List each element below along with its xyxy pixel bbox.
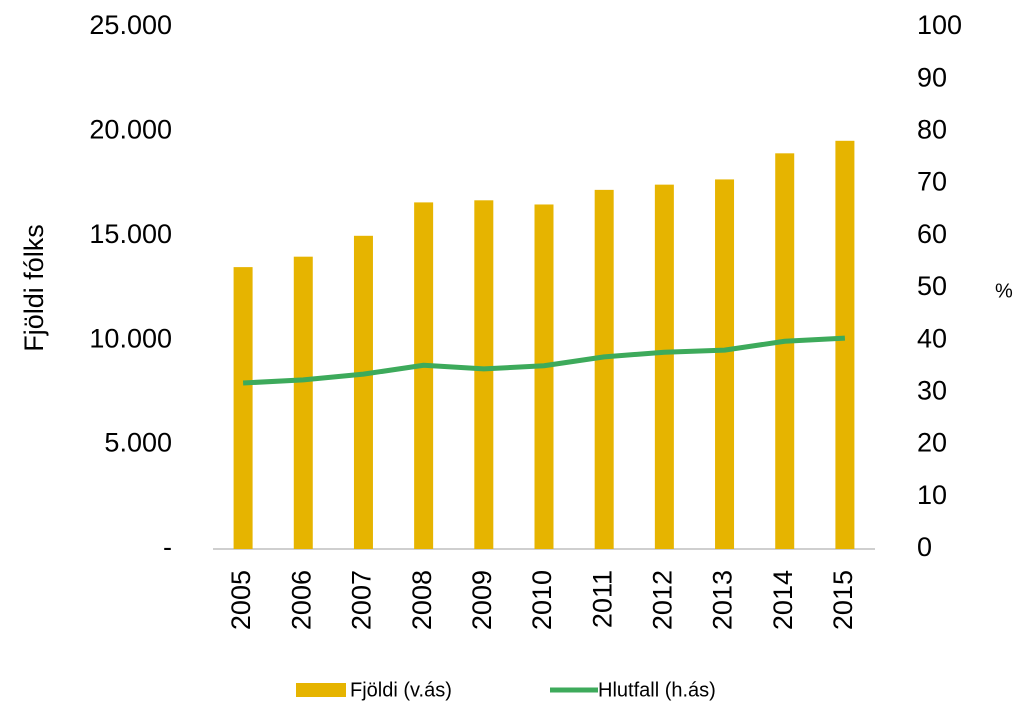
y2-tick-label: 100 [917, 10, 962, 40]
bar [594, 189, 614, 549]
y-tick-label: 10.000 [89, 323, 172, 353]
x-tick-label: 2014 [768, 570, 798, 630]
y-tick-label: 15.000 [89, 219, 172, 249]
bar [474, 200, 494, 549]
y-tick-label: - [163, 532, 172, 562]
bar [293, 256, 313, 549]
y2-tick-label: 80 [917, 115, 947, 145]
bar [775, 153, 795, 549]
y-tick-label: 25.000 [89, 10, 172, 40]
y-axis-title: Fjöldi fólks [19, 224, 49, 352]
x-tick-label: 2007 [347, 570, 377, 630]
y-tick-label: 20.000 [89, 115, 172, 145]
x-tick-label: 2010 [527, 570, 557, 630]
y2-tick-label: 70 [917, 167, 947, 197]
x-tick-label: 2009 [467, 570, 497, 630]
y2-tick-label: 40 [917, 323, 947, 353]
bar [233, 267, 253, 549]
bar [835, 140, 855, 549]
x-tick-label: 2005 [226, 570, 256, 630]
bar [414, 202, 434, 549]
bar [534, 204, 554, 550]
bar [353, 235, 373, 550]
x-tick-label: 2006 [286, 570, 316, 630]
legend-label: Hlutfall (h.ás) [598, 679, 716, 701]
y2-tick-label: 30 [917, 376, 947, 406]
bar [715, 179, 735, 549]
bar [654, 184, 674, 550]
x-tick-label: 2011 [587, 570, 617, 628]
y2-tick-label: 0 [917, 532, 932, 562]
y2-axis-title: % [995, 280, 1013, 302]
x-tick-label: 2008 [407, 570, 437, 630]
y2-tick-label: 50 [917, 271, 947, 301]
legend-label: Fjöldi (v.ás) [350, 679, 452, 701]
x-tick-label: 2015 [828, 570, 858, 630]
y2-tick-label: 20 [917, 428, 947, 458]
x-tick-label: 2013 [708, 570, 738, 630]
line [242, 335, 846, 386]
x-tick-label: 2012 [647, 570, 677, 630]
y2-tick-label: 90 [917, 62, 947, 92]
legend-swatch [296, 683, 346, 697]
y2-tick-label: 60 [917, 219, 947, 249]
y-tick-label: 5.000 [104, 428, 172, 458]
y2-tick-label: 10 [917, 480, 947, 510]
